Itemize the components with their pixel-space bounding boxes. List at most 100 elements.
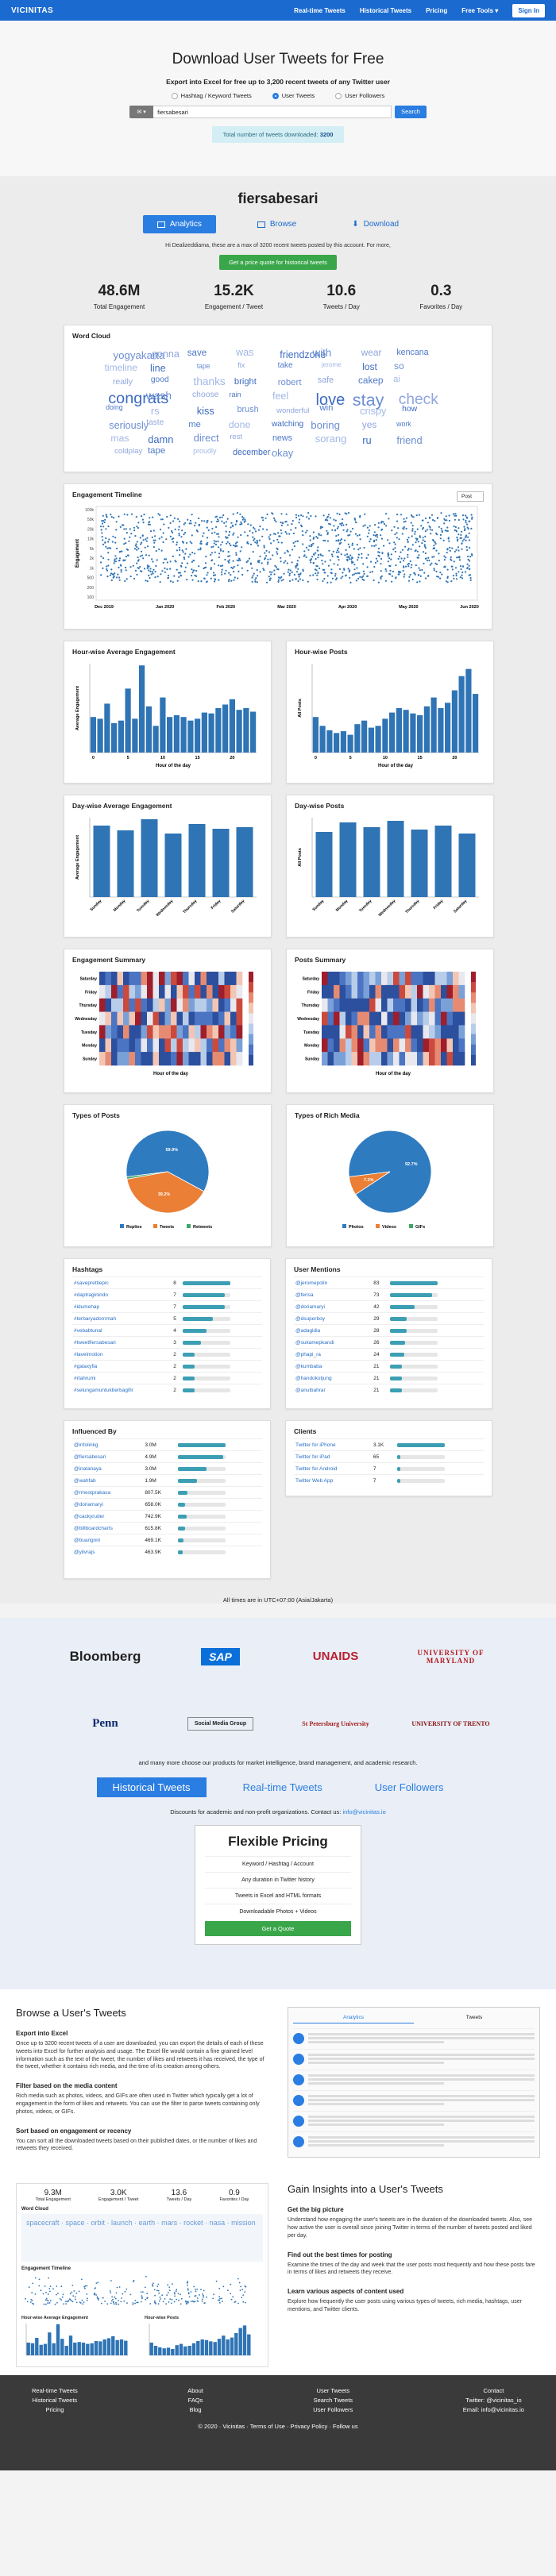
- nav-link-pricing[interactable]: Pricing: [426, 6, 448, 14]
- row-name-link[interactable]: @buangnin: [72, 1534, 144, 1546]
- search-input[interactable]: fiersabesari: [153, 106, 392, 118]
- heatmap-cell: [195, 1038, 201, 1053]
- footer-link[interactable]: Search Tweets: [313, 2397, 353, 2405]
- heatmap-cell: [369, 1011, 376, 1026]
- row-name-link[interactable]: @jeromepolin: [294, 1276, 373, 1289]
- row-name-link[interactable]: @infolinkg: [72, 1438, 144, 1451]
- footer-link[interactable]: Twitter: @vicinitas_io: [465, 2397, 522, 2405]
- nav-link-realtime[interactable]: Real-time Tweets: [294, 6, 346, 14]
- discount-email-link[interactable]: info@vicinitas.io: [342, 1808, 386, 1816]
- tab-browse[interactable]: Browse: [243, 215, 311, 233]
- timeline-point: [464, 571, 467, 573]
- footer-link[interactable]: Historical Tweets: [32, 2397, 78, 2405]
- row-name-link[interactable]: #galaxyfia: [72, 1360, 172, 1373]
- row-name-link[interactable]: @anuibahrar: [294, 1384, 373, 1396]
- radio-hashtag[interactable]: Hashtag / Keyword Tweets: [171, 92, 252, 99]
- row-name-link[interactable]: @fiersabesari: [72, 1450, 144, 1463]
- timeline-point: [149, 523, 151, 526]
- row-name-link[interactable]: #vebabtunal: [72, 1324, 172, 1337]
- row-name-link[interactable]: @kumbaba: [294, 1360, 373, 1373]
- stat-label: Tweets / Day: [322, 303, 360, 310]
- row-name-link[interactable]: @cackyruder: [72, 1510, 144, 1523]
- footer-link[interactable]: Pricing: [45, 2406, 64, 2414]
- timeline-point: [176, 580, 179, 582]
- row-name-link[interactable]: @ferisa: [294, 1288, 373, 1301]
- row-name-link[interactable]: @doriamaryi: [72, 1498, 144, 1511]
- radio-dot-selected[interactable]: [272, 92, 279, 99]
- row-name-link[interactable]: #terbaryadornmah: [72, 1312, 172, 1325]
- timeline-point: [206, 522, 208, 524]
- influenced-card: Influenced By @infolinkg 3.0M @fiersabesar…: [64, 1420, 271, 1579]
- timeline-point: [357, 572, 359, 575]
- footer-link[interactable]: Real-time Tweets: [32, 2387, 78, 2395]
- product-tab-historical[interactable]: Historical Tweets: [96, 1777, 207, 1797]
- product-tab-realtime[interactable]: Real-time Tweets: [242, 1781, 322, 1793]
- signin-button[interactable]: Sign In: [512, 3, 545, 17]
- row-name-link[interactable]: Twitter Web App: [294, 1474, 372, 1486]
- timeline-select[interactable]: Post: [456, 491, 484, 502]
- row-name-link[interactable]: @wahfab: [72, 1474, 144, 1487]
- more-customers-text: and many more choose our products for ma…: [138, 1759, 418, 1766]
- mini-timeline-point: [200, 2289, 202, 2291]
- heatmap-cell: [111, 1025, 118, 1039]
- y-tick-label: 50k: [87, 518, 95, 522]
- product-tab-followers[interactable]: User Followers: [374, 1781, 444, 1793]
- mini-timeline-point: [190, 2301, 192, 2303]
- wordcloud-word: work: [396, 419, 411, 428]
- row-name-link[interactable]: #tweetfiersabesari: [72, 1336, 172, 1349]
- radio-dot[interactable]: [335, 92, 342, 99]
- radio-user-tweets[interactable]: User Tweets: [272, 92, 315, 99]
- timeline-point: [204, 562, 207, 564]
- row-name-link[interactable]: @yilvrajs: [72, 1546, 144, 1558]
- row-name-link[interactable]: @phapi_ra: [294, 1348, 373, 1361]
- row-name-link[interactable]: @dsuperboy: [294, 1312, 373, 1325]
- search-button[interactable]: Search: [395, 106, 427, 118]
- mini-timeline-point: [155, 2303, 156, 2305]
- row-name-link[interactable]: #daptraginindo: [72, 1288, 172, 1301]
- footer-link[interactable]: FAQs: [187, 2397, 203, 2405]
- footer-link[interactable]: User Tweets: [316, 2387, 350, 2395]
- radio-dot[interactable]: [171, 92, 178, 99]
- row-name-link[interactable]: @inatanaya: [72, 1462, 144, 1475]
- row-name-link[interactable]: #rtahrumi: [72, 1372, 172, 1384]
- count-bar-fill: [396, 1466, 400, 1471]
- timeline-point: [205, 581, 208, 583]
- row-name-link[interactable]: #idumehap: [72, 1300, 172, 1313]
- timeline-point: [166, 561, 168, 564]
- row-name-link[interactable]: Twitter for iPhone: [294, 1438, 372, 1451]
- row-name-link[interactable]: @adagidia: [294, 1324, 373, 1337]
- get-quote-button[interactable]: Get a Quote: [205, 1921, 351, 1936]
- heatmap-cell: [195, 972, 201, 986]
- footer-link[interactable]: Blog: [189, 2406, 202, 2414]
- row-name-link[interactable]: #selungamuntukberbagifir: [72, 1384, 172, 1396]
- timeline-point: [288, 533, 291, 535]
- footer-link[interactable]: About: [187, 2387, 203, 2395]
- row-name-link[interactable]: @billboardcharts: [72, 1522, 144, 1534]
- row-name-link[interactable]: @sukamepkandi: [294, 1336, 373, 1349]
- bar: [132, 718, 138, 753]
- row-name-link[interactable]: @doriamaryi: [294, 1300, 373, 1313]
- row-name-link[interactable]: #saveprettiepic: [72, 1276, 172, 1289]
- timeline-point: [218, 546, 220, 549]
- footer-link[interactable]: Email: info@vicinitas.io: [462, 2406, 524, 2414]
- tab-analytics[interactable]: Analytics: [142, 215, 216, 233]
- row-name-link[interactable]: Twitter for Android: [294, 1462, 372, 1475]
- row-name-link[interactable]: @rmestprakasa: [72, 1486, 144, 1499]
- heatmap-cell: [339, 1011, 346, 1026]
- legend-swatch: [342, 1224, 346, 1228]
- footer-link[interactable]: User Followers: [313, 2406, 353, 2414]
- heatmap-cell: [183, 1025, 189, 1039]
- nav-link-free-tools[interactable]: Free Tools ▾: [461, 6, 499, 14]
- radio-followers[interactable]: User Followers: [335, 92, 384, 99]
- timeline-point: [439, 533, 442, 536]
- count-bar: [177, 1538, 226, 1542]
- bar: [98, 2341, 102, 2356]
- row-name-link[interactable]: @handokotjung: [294, 1372, 373, 1384]
- nav-link-historical[interactable]: Historical Tweets: [359, 6, 412, 14]
- timeline-point: [237, 560, 240, 562]
- tab-download[interactable]: ⬇ Download: [338, 215, 413, 233]
- brand-logo[interactable]: VICINITAS: [11, 6, 54, 15]
- row-name-link[interactable]: #lavelmotion: [72, 1348, 172, 1361]
- price-quote-button[interactable]: Get a price quote for historical tweets: [219, 255, 337, 270]
- row-name-link[interactable]: Twitter for iPad: [294, 1450, 372, 1463]
